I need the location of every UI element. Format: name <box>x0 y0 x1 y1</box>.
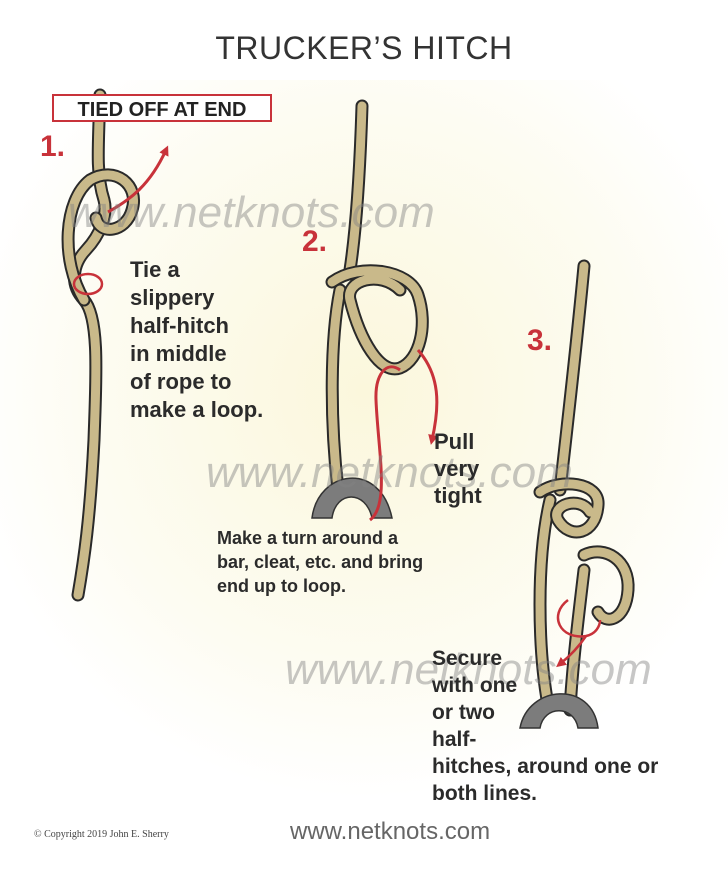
step1-highlight-circle <box>72 272 104 296</box>
step1-instructions: Tie a slippery half-hitch in middle of r… <box>130 256 263 424</box>
step2-number: 2. <box>302 225 328 258</box>
step2-line: Make a turn around a <box>217 528 399 548</box>
step3-instructions: Secure with one or two half- hitches, ar… <box>432 645 658 807</box>
step3-number: 3. <box>527 324 553 357</box>
step1-line: slippery <box>130 285 215 310</box>
footer-url[interactable]: www.netknots.com <box>290 818 491 845</box>
step2-line: end up to loop. <box>217 576 346 596</box>
step2-instructions: Make a turn around a bar, cleat, etc. an… <box>217 526 423 598</box>
diagram-title: TRUCKER’S HITCH <box>215 30 513 66</box>
pull-line: tight <box>434 483 482 508</box>
step3-line: or two <box>432 701 495 724</box>
tied-off-label: TIED OFF AT END <box>52 94 272 122</box>
step2-pull-label: Pull very tight <box>434 428 482 509</box>
step1-line: make a loop. <box>130 397 264 422</box>
copyright-notice: © Copyright 2019 John E. Sherry <box>34 829 169 840</box>
step2-rope <box>325 99 429 497</box>
step1-number: 1. <box>40 130 66 163</box>
step3-line: hitches, around one or <box>432 755 659 778</box>
pull-line: very <box>434 456 480 481</box>
step2-line: bar, cleat, etc. and bring <box>217 552 424 572</box>
step1-arrow <box>107 145 169 214</box>
watermark-3: www.netknots.com <box>285 645 652 694</box>
step1-line: half-hitch <box>130 313 229 338</box>
step3-arrow-down <box>556 635 588 668</box>
step3-line: Secure <box>432 647 503 670</box>
step3-line: half- <box>432 728 477 751</box>
step1-rope <box>61 88 140 602</box>
step1-line: of rope to <box>130 369 232 394</box>
step1-line: in middle <box>130 341 227 366</box>
step2-end-arrow <box>368 365 401 522</box>
pull-line: Pull <box>434 429 475 454</box>
watermark-1: www.netknots.com <box>68 188 435 237</box>
step3-line: with one <box>432 674 518 697</box>
step2-bar <box>311 477 393 519</box>
step1-line: Tie a <box>130 257 180 282</box>
step2-pull-arrow <box>416 349 439 445</box>
step3-bar <box>519 693 599 729</box>
step3-line: both lines. <box>432 782 537 805</box>
watermark-2: www.netknots.com <box>206 448 573 497</box>
